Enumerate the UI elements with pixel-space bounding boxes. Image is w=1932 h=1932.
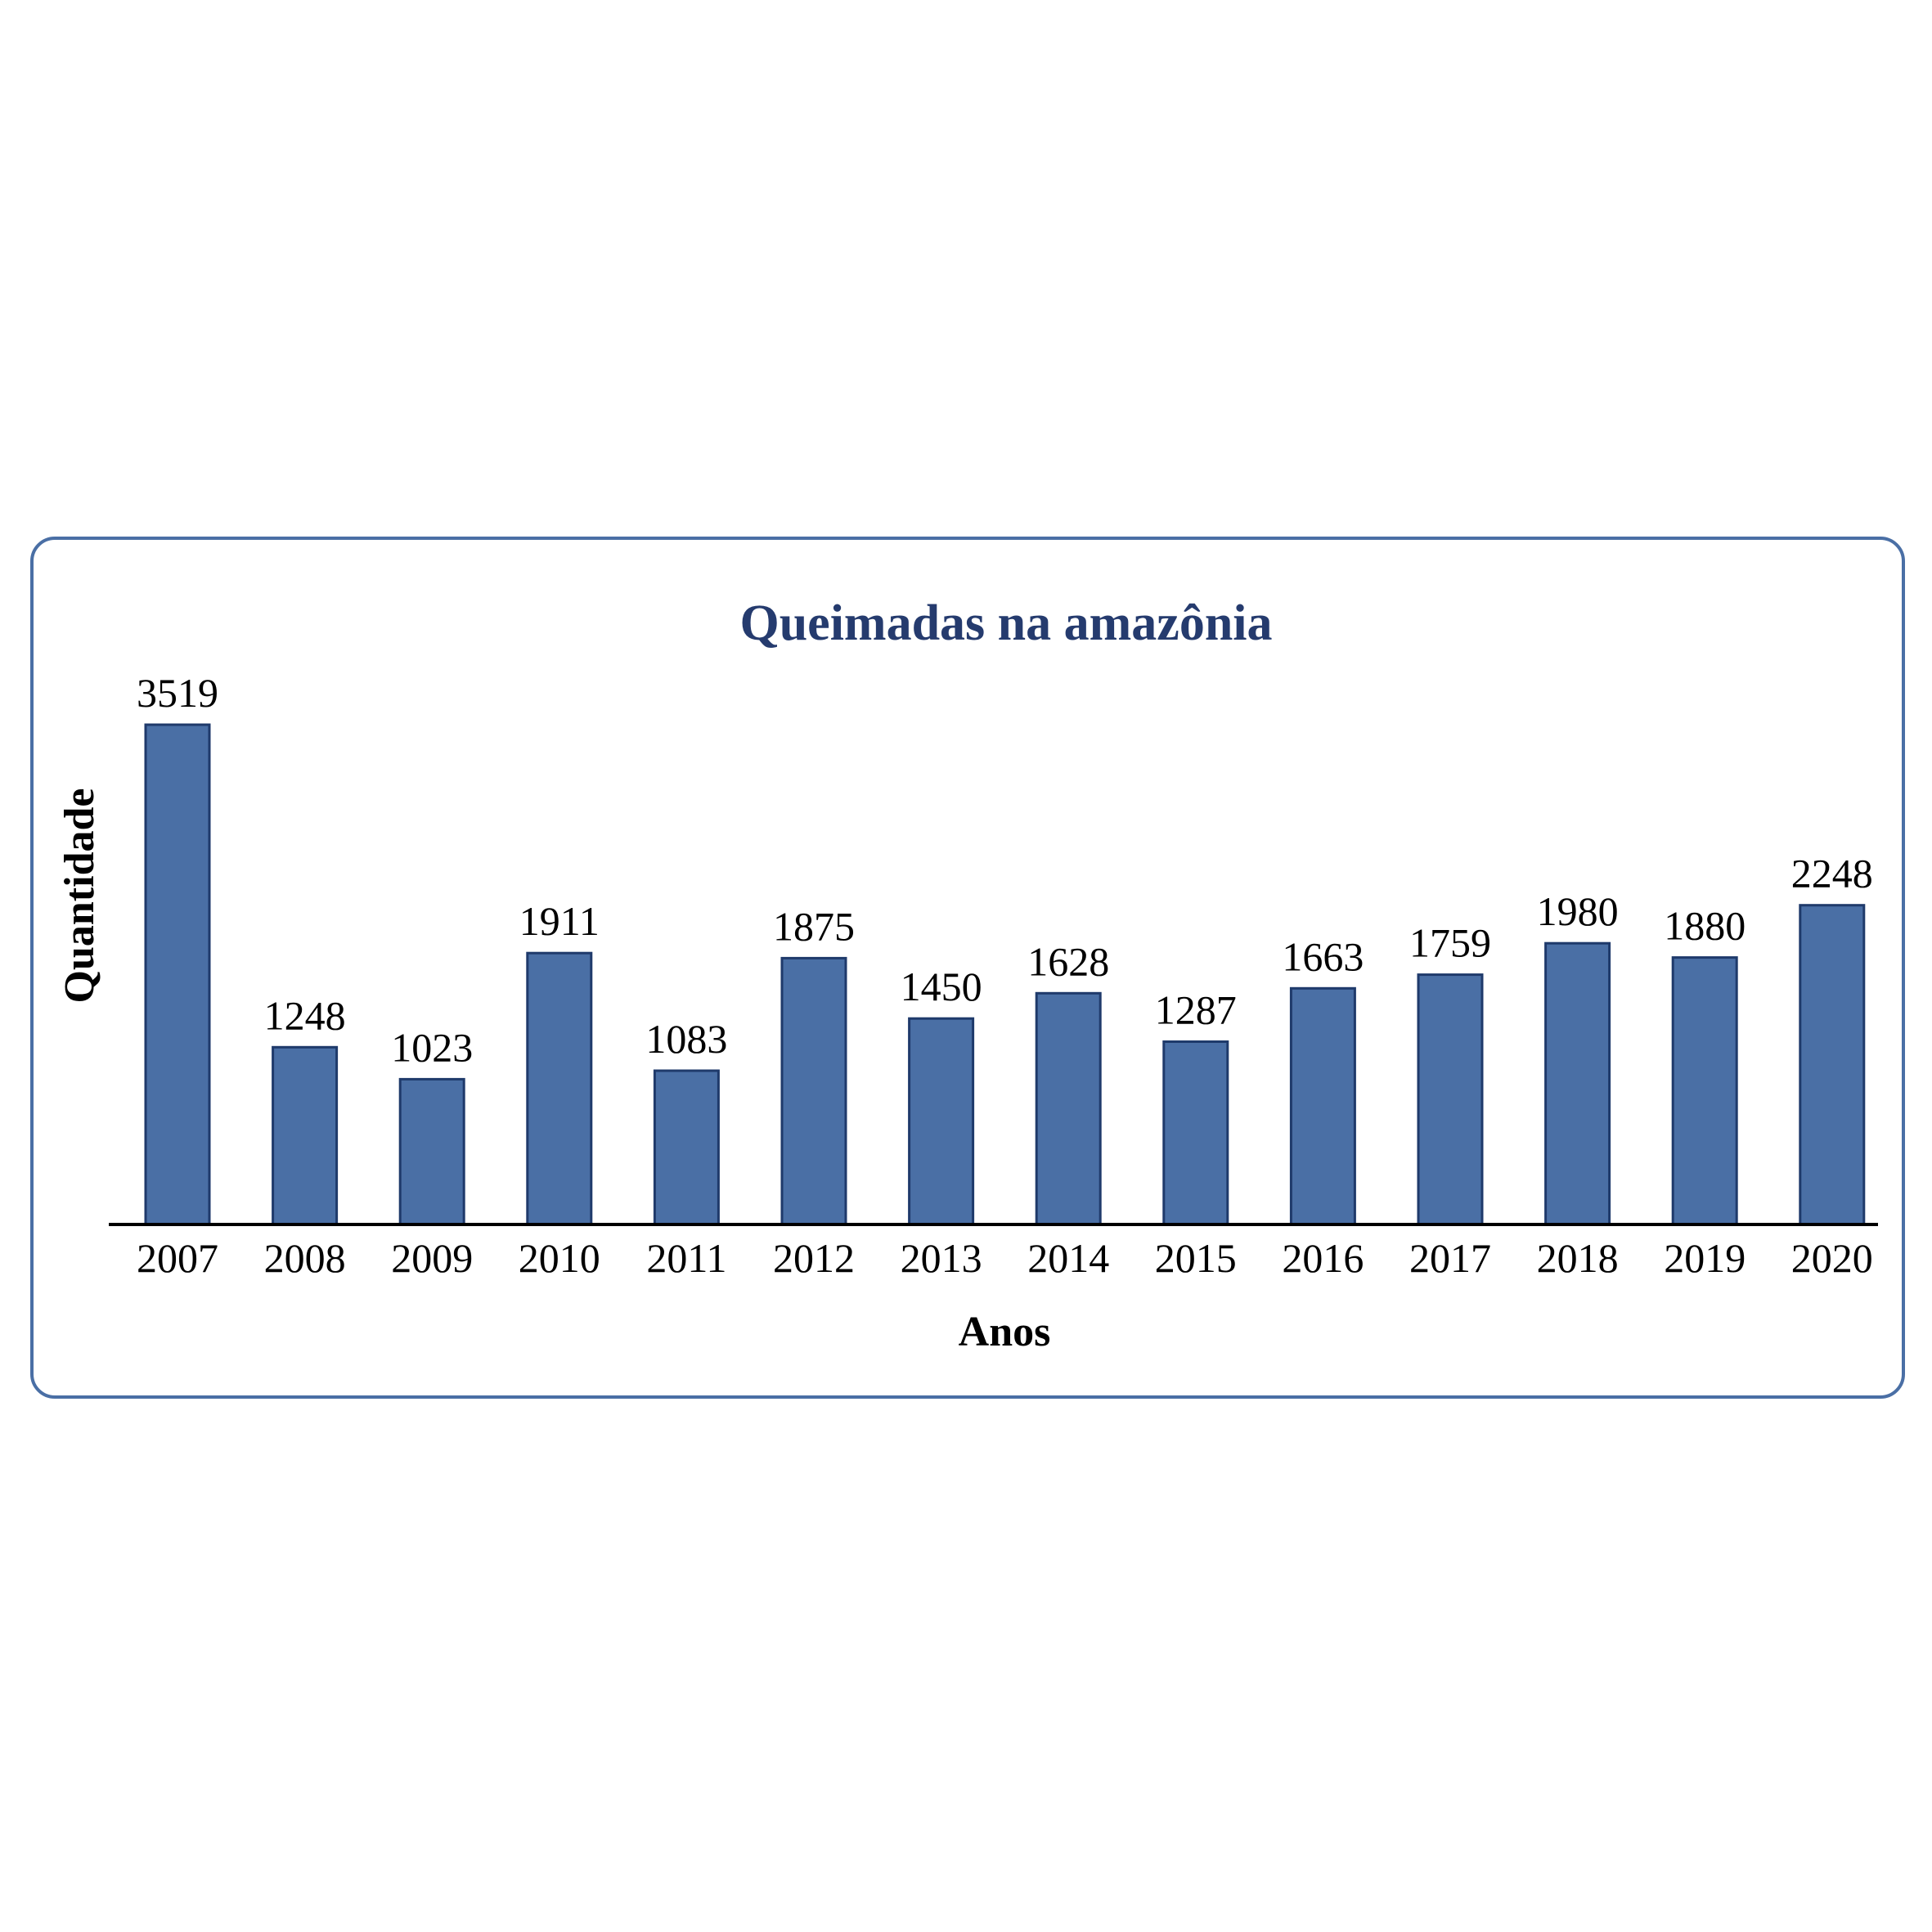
x-tick-label-2020: 2020 [1791, 1235, 1873, 1281]
data-label-2017: 1759 [1409, 920, 1491, 966]
data-label-2010: 1911 [519, 898, 600, 944]
x-tick-label-2019: 2019 [1664, 1235, 1746, 1281]
x-tick-label-2011: 2011 [646, 1235, 726, 1281]
x-tick-label-2008: 2008 [264, 1235, 346, 1281]
bar-2016 [1289, 986, 1356, 1226]
data-label-2012: 1875 [773, 903, 855, 949]
data-label-2008: 1248 [264, 992, 346, 1038]
x-tick-label-2018: 2018 [1537, 1235, 1619, 1281]
x-tick-label-2016: 2016 [1282, 1235, 1364, 1281]
x-tick-label-2017: 2017 [1409, 1235, 1491, 1281]
data-label-2007: 3519 [137, 670, 218, 716]
bar-2015 [1162, 1040, 1229, 1226]
bar-2018 [1544, 941, 1611, 1226]
x-tick-label-2007: 2007 [137, 1235, 218, 1281]
bar-2017 [1417, 973, 1484, 1226]
y-axis-label: Quantidade [56, 789, 103, 1004]
x-tick-label-2014: 2014 [1027, 1235, 1109, 1281]
bar-2007 [144, 723, 211, 1226]
x-tick-label-2009: 2009 [391, 1235, 473, 1281]
x-axis-label: Anos [959, 1309, 1051, 1355]
data-label-2020: 2248 [1791, 851, 1873, 896]
bar-2019 [1671, 956, 1738, 1226]
data-label-2013: 1450 [901, 964, 982, 1009]
x-tick-label-2013: 2013 [901, 1235, 982, 1281]
chart-title: Queimadas na amazônia [739, 595, 1272, 651]
data-label-2014: 1628 [1027, 938, 1109, 984]
bar-2009 [398, 1077, 465, 1226]
bar-2013 [908, 1017, 975, 1226]
data-label-2018: 1980 [1537, 888, 1619, 934]
bar-2012 [780, 956, 847, 1226]
data-label-2016: 1663 [1282, 933, 1364, 979]
bar-2020 [1799, 904, 1866, 1226]
data-label-2009: 1023 [391, 1024, 473, 1070]
bar-2011 [653, 1069, 720, 1226]
x-tick-label-2015: 2015 [1155, 1235, 1237, 1281]
data-label-2015: 1287 [1155, 987, 1237, 1033]
x-tick-label-2010: 2010 [519, 1235, 600, 1281]
bar-2010 [526, 951, 593, 1226]
bar-2008 [272, 1045, 339, 1226]
x-tick-label-2012: 2012 [773, 1235, 855, 1281]
bar-2014 [1035, 991, 1102, 1226]
bars-group: 3519 2007 1248 2008 1023 2009 1911 2010 1083 2011… [137, 670, 1873, 1281]
data-label-2011: 1083 [645, 1016, 727, 1062]
data-label-2019: 1880 [1664, 903, 1746, 949]
